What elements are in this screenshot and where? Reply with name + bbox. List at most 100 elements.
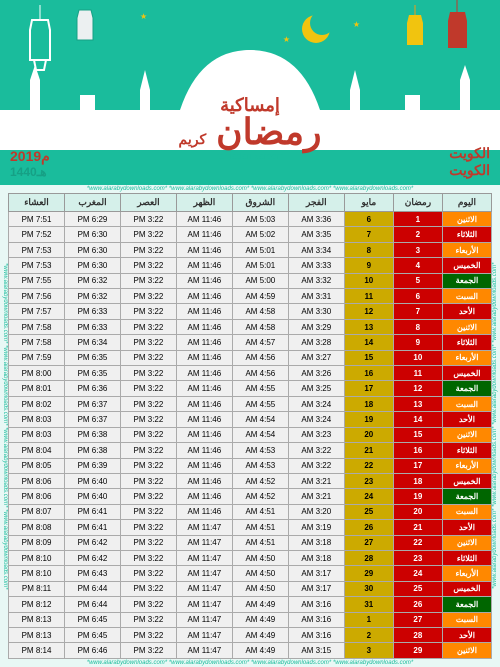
table-cell: PM 6:30 — [65, 227, 121, 242]
table-cell: AM 5:03 — [232, 212, 288, 227]
lantern-icon — [20, 5, 60, 80]
table-cell: 29 — [344, 566, 393, 581]
table-cell: PM 6:37 — [65, 396, 121, 411]
column-header: الفجر — [288, 194, 344, 212]
table-cell: AM 11:47 — [176, 612, 232, 627]
table-cell: PM 3:22 — [120, 227, 176, 242]
table-row: الأحد282AM 3:16AM 4:49AM 11:47PM 3:22PM … — [9, 627, 492, 642]
column-header: العشاء — [9, 194, 65, 212]
table-cell: AM 11:47 — [176, 566, 232, 581]
table-cell: PM 6:44 — [65, 581, 121, 596]
table-cell: AM 3:28 — [288, 335, 344, 350]
country-label: الكويت — [449, 145, 490, 162]
table-cell: AM 3:17 — [288, 566, 344, 581]
city-label: الكويت — [449, 162, 490, 179]
table-cell: الأربعاء — [442, 350, 491, 365]
table-cell: 21 — [344, 443, 393, 458]
table-cell: الثلاثاء — [442, 227, 491, 242]
table-cell: 10 — [393, 350, 442, 365]
table-cell: PM 3:22 — [120, 366, 176, 381]
table-cell: AM 4:58 — [232, 319, 288, 334]
table-cell: PM 8:10 — [9, 566, 65, 581]
table-cell: AM 4:50 — [232, 550, 288, 565]
table-cell: AM 3:35 — [288, 227, 344, 242]
table-cell: 16 — [393, 443, 442, 458]
table-cell: 20 — [393, 504, 442, 519]
table-cell: AM 3:22 — [288, 443, 344, 458]
table-cell: PM 3:22 — [120, 289, 176, 304]
year-block: 2019م 1440هـ — [10, 148, 50, 179]
table-cell: الاثنين — [442, 319, 491, 334]
table-cell: AM 3:20 — [288, 504, 344, 519]
table-cell: 24 — [344, 489, 393, 504]
table-cell: الثلاثاء — [442, 335, 491, 350]
table-cell: AM 4:54 — [232, 412, 288, 427]
table-cell: الأربعاء — [442, 458, 491, 473]
table-row: الخميس1823AM 3:21AM 4:52AM 11:46PM 3:22P… — [9, 473, 492, 488]
title-block: إمساكية رمضان كريم ramadan kareem — [179, 95, 322, 161]
table-cell: PM 6:40 — [65, 489, 121, 504]
column-header: الظهر — [176, 194, 232, 212]
table-cell: PM 3:22 — [120, 273, 176, 288]
table-cell: PM 3:22 — [120, 612, 176, 627]
table-cell: 14 — [393, 412, 442, 427]
table-cell: الاثنين — [442, 535, 491, 550]
table-cell: PM 3:22 — [120, 427, 176, 442]
table-cell: الجمعة — [442, 597, 491, 612]
table-cell: PM 3:22 — [120, 443, 176, 458]
table-row: الاثنين1520AM 3:23AM 4:54AM 11:46PM 3:22… — [9, 427, 492, 442]
table-cell: السبت — [442, 504, 491, 519]
table-cell: 12 — [393, 381, 442, 396]
table-cell: 14 — [344, 335, 393, 350]
table-row: الخميس49AM 3:33AM 5:01AM 11:46PM 3:22PM … — [9, 258, 492, 273]
table-row: السبت271AM 3:16AM 4:49AM 11:47PM 3:22PM … — [9, 612, 492, 627]
table-cell: PM 6:46 — [65, 643, 121, 659]
table-row: الثلاثاء1621AM 3:22AM 4:53AM 11:46PM 3:2… — [9, 443, 492, 458]
table-row: الأربعاء1015AM 3:27AM 4:56AM 11:46PM 3:2… — [9, 350, 492, 365]
table-cell: الجمعة — [442, 273, 491, 288]
table-cell: PM 6:35 — [65, 366, 121, 381]
table-cell: AM 3:16 — [288, 612, 344, 627]
table-cell: AM 3:33 — [288, 258, 344, 273]
table-cell: 9 — [393, 335, 442, 350]
table-cell: AM 11:46 — [176, 366, 232, 381]
table-cell: 15 — [344, 350, 393, 365]
column-header: العصر — [120, 194, 176, 212]
table-cell: الثلاثاء — [442, 443, 491, 458]
table-cell: 5 — [393, 273, 442, 288]
table-row: الاثنين293AM 3:15AM 4:49AM 11:47PM 3:22P… — [9, 643, 492, 659]
table-cell: PM 6:45 — [65, 627, 121, 642]
table-cell: PM 6:42 — [65, 550, 121, 565]
table-cell: AM 4:55 — [232, 381, 288, 396]
table-cell: الأحد — [442, 304, 491, 319]
table-cell: AM 4:51 — [232, 535, 288, 550]
table-cell: AM 11:46 — [176, 242, 232, 257]
watermark-right: *www.alarabydownloads.com* *www.alarabyd… — [492, 193, 500, 659]
table-cell: AM 11:46 — [176, 258, 232, 273]
table-cell: PM 3:22 — [120, 520, 176, 535]
table-cell: AM 4:52 — [232, 489, 288, 504]
table-cell: AM 11:47 — [176, 550, 232, 565]
watermark-left: *www.alarabydownloads.com* *www.alarabyd… — [0, 193, 8, 659]
table-cell: الخميس — [442, 258, 491, 273]
table-cell: PM 8:01 — [9, 381, 65, 396]
column-header: رمضان — [393, 194, 442, 212]
table-cell: AM 11:47 — [176, 627, 232, 642]
table-cell: الأحد — [442, 412, 491, 427]
table-cell: 2 — [344, 627, 393, 642]
table-cell: AM 5:01 — [232, 242, 288, 257]
table-cell: الجمعة — [442, 489, 491, 504]
table-cell: PM 6:37 — [65, 412, 121, 427]
table-cell: AM 3:15 — [288, 643, 344, 659]
table-cell: 25 — [393, 581, 442, 596]
table-cell: PM 8:12 — [9, 597, 65, 612]
table-cell: AM 11:46 — [176, 227, 232, 242]
table-cell: AM 11:46 — [176, 381, 232, 396]
table-cell: PM 8:14 — [9, 643, 65, 659]
table-cell: 22 — [393, 535, 442, 550]
table-cell: AM 4:59 — [232, 289, 288, 304]
table-cell: PM 8:13 — [9, 612, 65, 627]
table-cell: PM 8:03 — [9, 427, 65, 442]
star-icon: ★ — [140, 12, 147, 21]
table-cell: AM 3:27 — [288, 350, 344, 365]
